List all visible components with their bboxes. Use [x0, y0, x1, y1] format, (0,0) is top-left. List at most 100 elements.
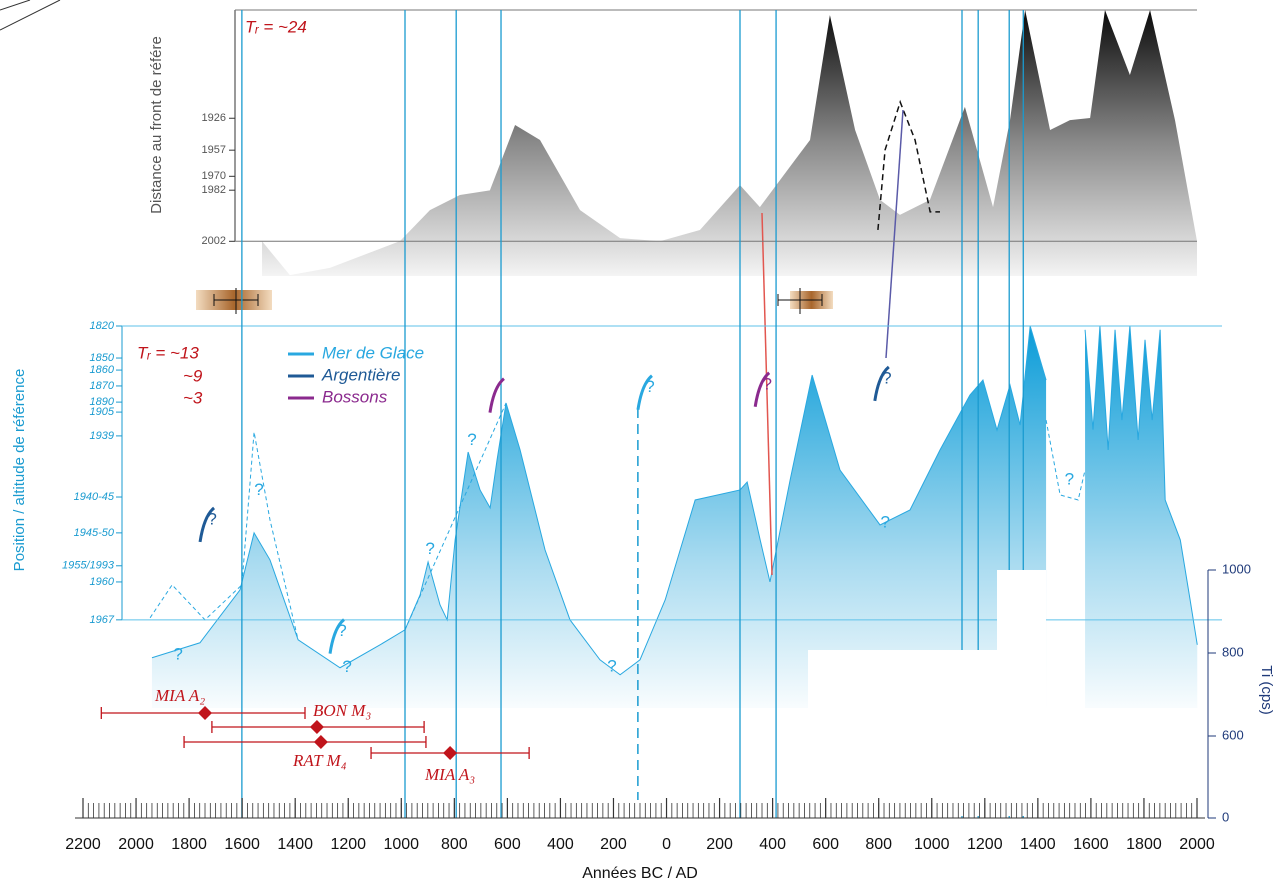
y-tick-label: 1820: [90, 320, 115, 332]
dashed-line: [404, 402, 507, 631]
cover: [997, 570, 1046, 650]
x-tick-label: 200: [706, 836, 733, 853]
glacier-arc: [328, 618, 346, 654]
y-tick-label: 2002: [202, 235, 226, 247]
y-tick-label: 1905: [90, 406, 115, 418]
question-mark: ?: [425, 539, 434, 558]
mer-de-glace-line: [151, 325, 1047, 676]
x-tick-label: 2200: [65, 836, 101, 853]
y-tick-label: 1850: [90, 352, 115, 364]
question-mark: ?: [173, 645, 182, 664]
y2-tick-label: 1000: [1222, 561, 1251, 576]
y2-axis-title: Ti (cps): [1258, 665, 1275, 714]
question-mark: ?: [342, 657, 351, 676]
y2-tick-label: 0: [1222, 809, 1229, 824]
x-tick-label: 800: [441, 836, 468, 853]
x-tick-label: 200: [600, 836, 627, 853]
date-point: [309, 720, 324, 734]
dashed-line: [877, 99, 940, 231]
x-axis-title: Années BC / AD: [582, 865, 698, 882]
y-tick-label: 1870: [90, 380, 115, 392]
x-tick-label: 600: [494, 836, 521, 853]
legend-label: Bossons: [322, 387, 388, 406]
date-label: BON M₃: [313, 701, 371, 720]
y-axis-title: Position / altitude de référence: [11, 369, 28, 572]
date-label: MIA A₂: [154, 686, 205, 705]
x-tick-label: 2000: [118, 836, 154, 853]
tr-annotation: Tᵣ = ~13: [137, 343, 199, 362]
y-tick-label: 1939: [90, 430, 114, 442]
x-tick-label: 1200: [330, 836, 366, 853]
corner-frame: [0, 0, 61, 31]
y-tick-label: 1957: [202, 144, 226, 156]
y-tick-label: 1945-50: [74, 527, 115, 539]
dashed-line: [149, 431, 299, 640]
y-axis-title: Distance au front de référe: [148, 36, 165, 214]
y-tick-label: 1967: [90, 614, 115, 626]
date-point: [198, 706, 213, 720]
x-tick-label: 400: [547, 836, 574, 853]
question-mark: ?: [645, 377, 654, 396]
question-mark: ?: [880, 512, 889, 531]
distance-area: [262, 10, 1197, 276]
tr-annotation: ~9: [183, 366, 203, 385]
x-tick-label: 1200: [967, 836, 1003, 853]
mer-de-glace-area: [1085, 326, 1198, 708]
x-tick-label: 1000: [383, 836, 419, 853]
date-label: RAT M₄: [292, 751, 347, 770]
glacier-arc: [753, 371, 771, 407]
y-tick-label: 1955/1993: [62, 560, 115, 572]
glacier-arc: [198, 506, 216, 543]
question-mark: ?: [337, 621, 346, 640]
x-tick-label: 1600: [1073, 836, 1109, 853]
glacier-arc: [636, 374, 653, 410]
y-tick-label: 1926: [202, 112, 226, 124]
y-tick-label: 1940-45: [74, 491, 115, 503]
dashed-line: [1045, 419, 1086, 501]
x-tick-label: 1600: [224, 836, 260, 853]
question-mark: ?: [762, 374, 771, 393]
date-label: MIA A₃: [424, 765, 475, 784]
y-tick-label: 1890: [90, 396, 115, 408]
mer-de-glace-line: [1084, 325, 1198, 645]
y2-tick-label: 600: [1222, 727, 1244, 742]
x-tick-label: 0: [662, 836, 671, 853]
x-tick-label: 1400: [277, 836, 313, 853]
plot: [149, 10, 1198, 708]
x-tick-label: 400: [759, 836, 786, 853]
x-tick-label: 1800: [1126, 836, 1162, 853]
legend-label: Mer de Glace: [322, 343, 424, 362]
y2-tick-label: 800: [1222, 644, 1244, 659]
x-tick-label: 800: [865, 836, 892, 853]
question-mark: ?: [254, 480, 263, 499]
question-mark: ?: [207, 509, 216, 528]
glacier-arc: [488, 377, 505, 413]
y-tick-label: 1982: [202, 184, 226, 196]
tr-annotation: Tᵣ = ~24: [245, 17, 307, 36]
glacier-arc: [873, 365, 890, 402]
x-tick-label: 1800: [171, 836, 207, 853]
y-tick-label: 1970: [202, 170, 226, 182]
date-error-bar: [183, 736, 427, 748]
y-tick-label: 1860: [90, 364, 115, 376]
y-tick-label: 1960: [90, 576, 115, 588]
x-tick-label: 1000: [914, 836, 950, 853]
question-mark: ?: [882, 368, 891, 387]
date-point: [443, 746, 458, 760]
cover: [808, 650, 1046, 816]
connector: [761, 212, 773, 576]
mer-de-glace-area: [151, 326, 1047, 708]
question-mark: ?: [607, 656, 616, 675]
x-tick-label: 600: [812, 836, 839, 853]
calibration-bar: [213, 288, 259, 314]
question-mark: ?: [1065, 469, 1074, 488]
x-tick-label: 2000: [1179, 836, 1215, 853]
legend-label: Argentière: [321, 365, 400, 384]
tr-annotation: ~3: [183, 388, 203, 407]
calibration-bar: [777, 288, 823, 314]
date-point: [313, 735, 328, 749]
x-tick-label: 1400: [1020, 836, 1056, 853]
question-mark: ?: [467, 430, 476, 449]
connector: [885, 109, 904, 359]
